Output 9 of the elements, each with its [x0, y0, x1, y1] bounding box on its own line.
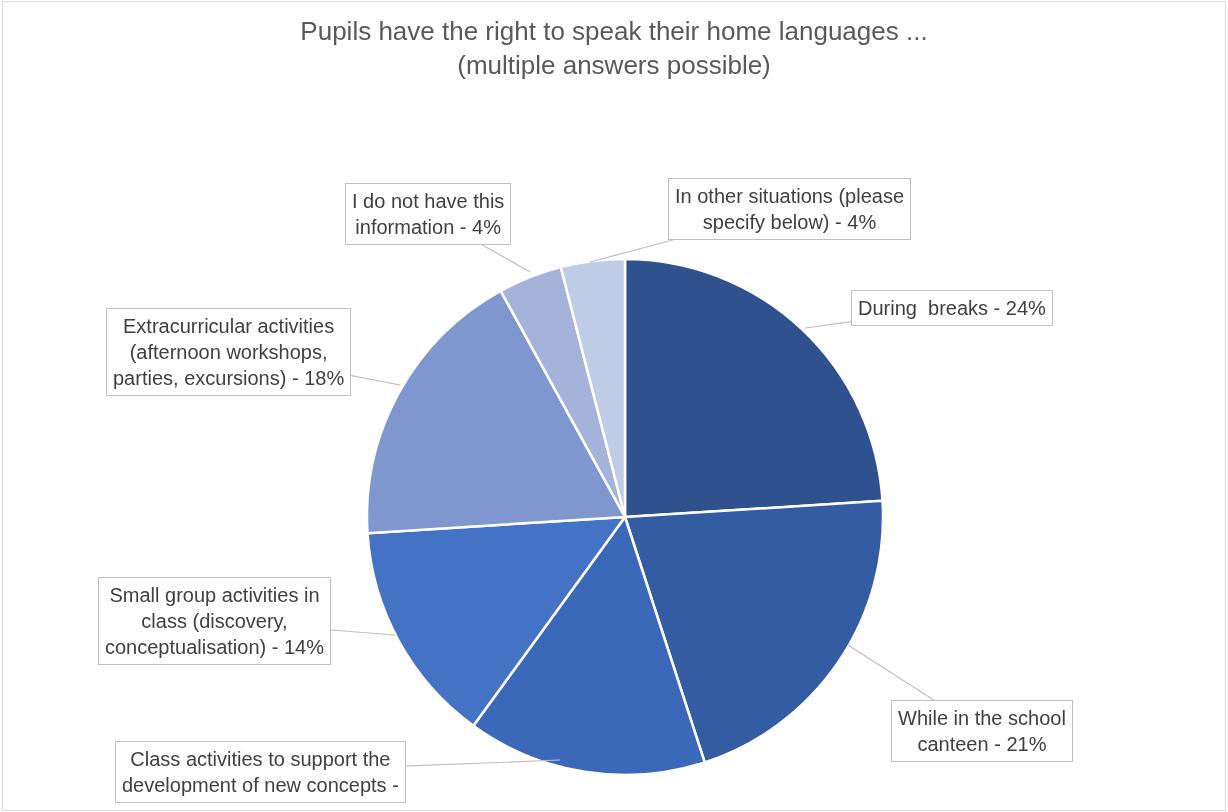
slice-label: In other situations (please specify below) - 4% [675, 185, 905, 233]
slice-label: During breaks - 24% [858, 297, 1047, 319]
slice-label: While in the school canteen - 21% [898, 707, 1066, 755]
slice-label: Small group activities in class (discovery, conceptualisation) - 14% [105, 584, 325, 658]
chart-subtitle: (multiple answers possible) [457, 49, 771, 80]
slice-label: Extracurricular activities (afternoon workshops, parties, excursions) - 18% [113, 315, 345, 389]
slice-label: I do not have this information - 4% [352, 190, 505, 238]
chart-title: Pupils have the right to speak their home languages ... [300, 16, 928, 46]
slice-label: Class activities to support the development of new concepts - [122, 748, 399, 796]
